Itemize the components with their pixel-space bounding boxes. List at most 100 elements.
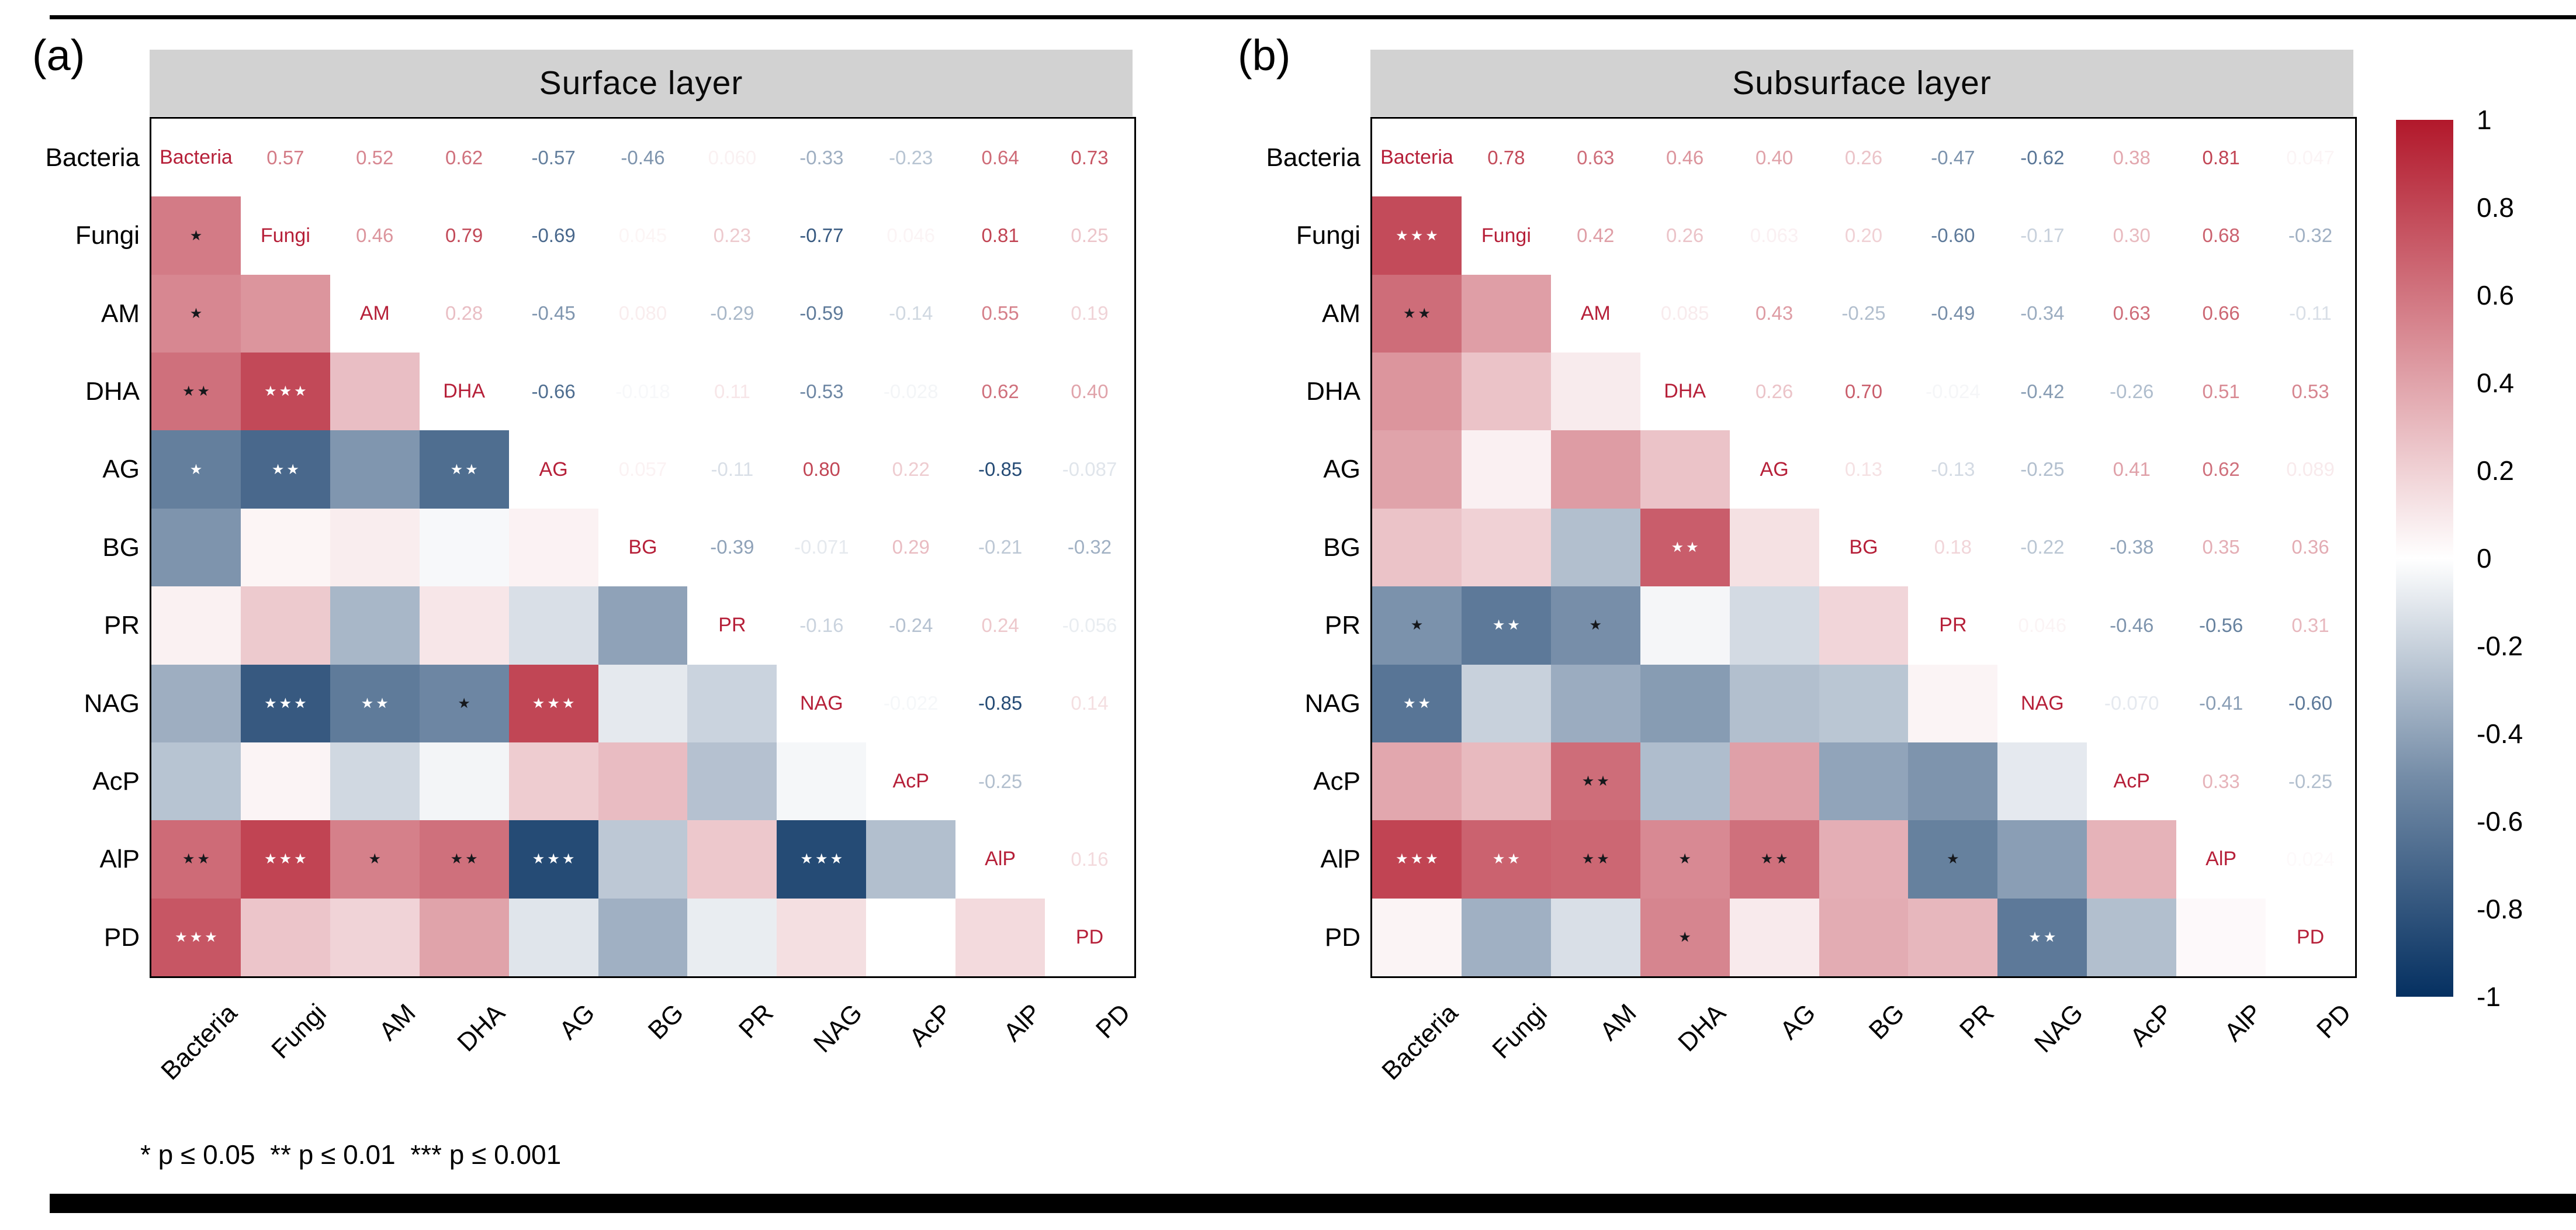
matrix-cell: ★ — [151, 196, 241, 275]
diagonal-label: BG — [628, 535, 657, 558]
row-label: AlP — [1320, 845, 1360, 874]
matrix-cell — [1640, 742, 1730, 821]
correlation-value: -0.60 — [1931, 224, 1975, 247]
row-label: AM — [1322, 299, 1360, 328]
matrix-cell: ★ — [330, 820, 420, 899]
correlation-value: 0.40 — [1071, 380, 1109, 402]
col-label: PR — [733, 998, 779, 1044]
matrix-cell — [687, 820, 777, 899]
correlation-value: 0.20 — [1844, 224, 1883, 247]
correlation-value: -0.41 — [2199, 692, 2243, 714]
correlation-value: -0.11 — [2289, 302, 2332, 324]
correlation-value: -0.22 — [2020, 536, 2065, 558]
matrix-cell: ★ — [1640, 820, 1730, 899]
panel-b-title-bar: Subsurface layer — [1370, 50, 2353, 116]
correlation-value: 0.70 — [1844, 380, 1883, 402]
colorbar-tick: 0.4 — [2477, 368, 2514, 398]
col-label: NAG — [2029, 998, 2089, 1059]
matrix-cell: ★★ — [330, 664, 420, 742]
diagonal-label: PD — [2296, 925, 2325, 948]
colorbar-tick: 1 — [2477, 105, 2492, 135]
significance-stars: ★★ — [182, 383, 212, 400]
significance-stars: ★★★ — [264, 695, 309, 711]
matrix-cell — [330, 508, 420, 587]
correlation-value: -0.018 — [615, 380, 670, 402]
significance-stars: ★★★ — [264, 851, 309, 868]
row-label: AG — [1323, 455, 1360, 484]
row-label: AcP — [92, 766, 140, 796]
significance-stars: ★ — [368, 851, 384, 868]
correlation-value: 0.14 — [1071, 692, 1109, 714]
matrix-cell — [1640, 430, 1730, 509]
matrix-cell — [1550, 508, 1640, 587]
matrix-cell — [240, 508, 330, 587]
row-label: Bacteria — [45, 143, 140, 172]
significance-stars: ★★ — [1581, 773, 1612, 790]
matrix-cell: ★★★ — [508, 820, 598, 899]
correlation-value: 0.089 — [2286, 458, 2335, 481]
colorbar-tick: -0.2 — [2477, 631, 2523, 661]
matrix-cell — [330, 898, 420, 976]
matrix-cell — [330, 742, 420, 821]
panel-b-matrix: Bacteria 0.78 0.63 0.46 0.40 0.26 -0.47 -0.62 0.… — [1370, 117, 2357, 978]
correlation-value: 0.18 — [1934, 536, 1972, 558]
correlation-value: 0.046 — [887, 224, 936, 247]
matrix-cell — [1640, 664, 1730, 742]
significance-stars: ★ — [458, 695, 473, 711]
row-label: AlP — [99, 845, 140, 874]
correlation-value: 0.33 — [2202, 770, 2240, 792]
matrix-cell: ★★ — [1550, 742, 1640, 821]
significance-stars: ★ — [1678, 929, 1694, 945]
matrix-cell — [240, 586, 330, 665]
correlation-value: 0.047 — [2286, 146, 2335, 168]
colorbar-tick: 0.8 — [2477, 192, 2514, 223]
correlation-value: 0.16 — [1071, 848, 1109, 870]
correlation-value: -0.022 — [883, 692, 939, 714]
correlation-value: 0.35 — [2202, 536, 2240, 558]
matrix-cell — [330, 353, 420, 431]
col-label: AG — [553, 998, 600, 1045]
matrix-cell — [1372, 742, 1462, 821]
correlation-value: 0.64 — [981, 146, 1019, 168]
diagonal-label: PD — [1075, 925, 1104, 948]
significance-stars: ★★ — [1403, 695, 1433, 711]
correlation-value: -0.47 — [1931, 146, 1975, 168]
correlation-value: -0.25 — [2020, 458, 2065, 481]
matrix-cell: ★★ — [1372, 664, 1462, 742]
matrix-cell — [1997, 820, 2087, 899]
matrix-cell: ★ — [1372, 586, 1462, 665]
diagonal-label: BG — [1849, 535, 1878, 558]
correlation-value: -0.17 — [2020, 224, 2065, 247]
correlation-value: 0.46 — [356, 224, 394, 247]
matrix-cell — [777, 898, 867, 976]
correlation-value: -0.25 — [1841, 302, 1886, 324]
correlation-value: 0.28 — [445, 302, 483, 324]
correlation-value: 0.080 — [618, 302, 667, 324]
correlation-value: -0.087 — [1062, 458, 1117, 481]
significance-stars: ★ — [189, 305, 205, 322]
correlation-value: -0.53 — [799, 380, 844, 402]
row-label: DHA — [85, 377, 140, 406]
matrix-cell — [1461, 898, 1551, 976]
correlation-value: 0.024 — [2286, 848, 2335, 870]
significance-stars: ★★ — [182, 851, 212, 868]
correlation-value: 0.30 — [2113, 224, 2151, 247]
matrix-cell: ★★ — [240, 430, 330, 509]
correlation-value: 0.29 — [892, 536, 930, 558]
correlation-value: -0.45 — [531, 302, 576, 324]
correlation-value: 0.62 — [981, 380, 1019, 402]
correlation-value: 0.063 — [1750, 224, 1799, 247]
matrix-cell: ★★★ — [240, 820, 330, 899]
diagonal-label: Fungi — [1481, 224, 1531, 247]
col-label: AG — [1774, 998, 1821, 1045]
correlation-value: 0.66 — [2202, 302, 2240, 324]
col-label: BG — [643, 998, 690, 1045]
correlation-value: 0.55 — [981, 302, 1019, 324]
matrix-cell — [1819, 742, 1909, 821]
diagonal-label: AM — [1580, 302, 1611, 324]
matrix-cell — [1819, 898, 1909, 976]
correlation-value: -0.14 — [889, 302, 933, 324]
matrix-cell — [1461, 664, 1551, 742]
matrix-cell: ★★ — [1729, 820, 1819, 899]
correlation-value: 0.43 — [1755, 302, 1793, 324]
